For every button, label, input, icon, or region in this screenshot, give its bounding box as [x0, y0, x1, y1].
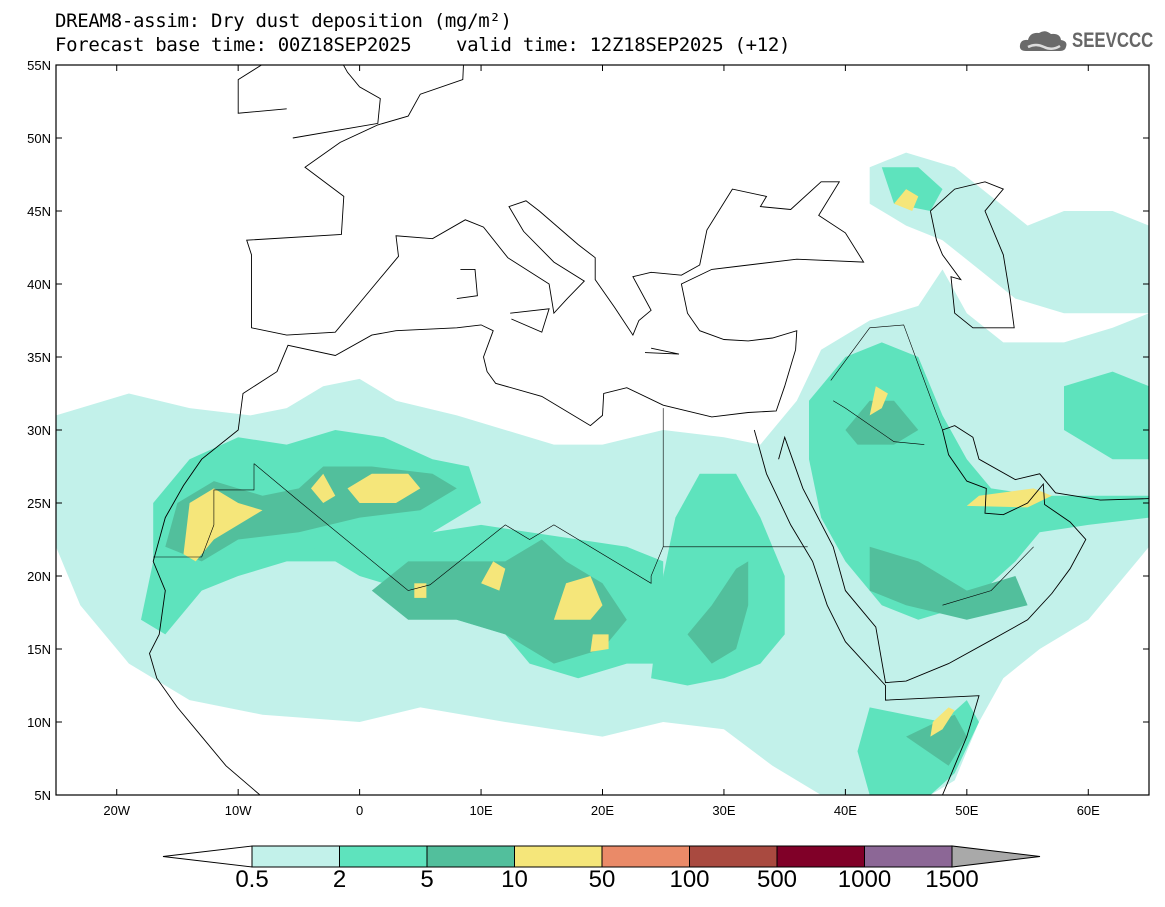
lon-tick-label: 50E: [955, 803, 978, 818]
seevccc-logo: SEEVCCC: [1018, 27, 1165, 55]
lat-tick-label: 40N: [27, 277, 51, 292]
dust-contour-level-10: [966, 488, 1052, 508]
country-border: [253, 463, 808, 591]
chart-subtitle: Forecast base time: 00Z18SEP2025 valid t…: [55, 34, 791, 56]
dust-contour-level-10: [414, 583, 427, 598]
colorbar-label: 10: [501, 866, 528, 893]
coastline: [456, 268, 478, 300]
coastline: [292, 65, 381, 139]
dust-contour-level-10: [347, 473, 421, 503]
coastlines: [149, 65, 1149, 795]
dust-contour-level-10: [869, 386, 888, 416]
logo-text: SEEVCCC: [1072, 29, 1154, 52]
colorbar-swatch: [689, 845, 778, 868]
colorbar-swatch: [426, 845, 515, 868]
lat-tick-label: 35N: [27, 350, 51, 365]
dust-contour-level-5: [845, 400, 919, 445]
colorbar-label: 500: [756, 866, 798, 893]
lat-tick-label: 30N: [27, 423, 51, 438]
dust-contour-level-10: [311, 473, 336, 503]
lon-tick-label: 0: [356, 803, 363, 818]
lat-tick-label: 15N: [27, 642, 51, 657]
axis-ticks: 55N 50N 45N 40N 35N 30N 25N 20N 15N 10N 5N 20W 10W 0 1…: [27, 58, 1149, 818]
chart-title: DREAM8-assim: Dry dust deposition (mg/m²…: [55, 10, 512, 32]
colorbar-label: 5: [420, 866, 434, 893]
lon-tick-label: 20E: [591, 803, 614, 818]
lat-tick-label: 45N: [27, 204, 51, 219]
country-border: [942, 546, 1034, 606]
dust-fields: [56, 152, 1149, 795]
dust-contour-level-10: [481, 561, 506, 591]
country-border: [830, 324, 943, 431]
lon-tick-label: 10E: [469, 803, 492, 818]
cloud-icon: [1019, 31, 1067, 51]
dust-contour-level-2: [881, 167, 943, 211]
coastline: [237, 65, 287, 114]
colorbar-label: 100: [669, 866, 710, 893]
dust-contour-level-10: [553, 576, 603, 620]
colorbar-swatch: [776, 845, 865, 868]
coastline: [644, 347, 680, 355]
dust-contour-level-2: [651, 473, 785, 686]
colorbar-label: 1500: [925, 866, 979, 893]
colorbar-label: 0.5: [235, 866, 269, 893]
coastline: [149, 65, 865, 795]
lat-tick-label: 50N: [27, 131, 51, 146]
dust-contour-level-10: [930, 707, 955, 737]
coastline: [510, 308, 550, 333]
colorbar-under-arrow: [162, 845, 253, 868]
lon-tick-label: 30E: [712, 803, 735, 818]
colorbar-swatch: [339, 845, 428, 868]
colorbar-over-arrow: [951, 845, 1041, 868]
dust-contour-level-10: [590, 634, 609, 652]
country-border: [153, 463, 255, 558]
dust-contour-level-5: [906, 714, 967, 766]
coastline: [778, 425, 1149, 684]
lon-tick-label: 10W: [225, 803, 252, 818]
colorbar-label: 50: [588, 866, 616, 893]
colorbar-label: 2: [332, 866, 347, 893]
lon-tick-label: 60E: [1077, 803, 1100, 818]
dust-contour-level-2: [1064, 371, 1149, 460]
colorbar-swatch: [514, 845, 603, 868]
lat-tick-label: 10N: [27, 715, 51, 730]
colorbar-swatch: [601, 845, 690, 868]
dust-contour-level-5: [687, 561, 749, 664]
lat-tick-label: 55N: [27, 58, 51, 73]
colorbar-swatch: [251, 845, 340, 868]
lat-tick-label: 25N: [27, 496, 51, 511]
dust-contour-level-10: [894, 189, 919, 211]
lat-tick-label: 20N: [27, 569, 51, 584]
coastline: [753, 429, 980, 795]
country-border: [833, 400, 925, 445]
coastline: [929, 181, 1015, 329]
dust-contour-level-10: [183, 488, 263, 562]
lon-tick-label: 40E: [834, 803, 857, 818]
colorbar: [162, 845, 1041, 868]
lat-tick-label: 5N: [34, 788, 51, 803]
colorbar-swatch: [864, 845, 953, 868]
dust-contour-level-5: [371, 539, 627, 664]
dust-contour-level-5: [869, 546, 1028, 620]
lon-tick-label: 20W: [103, 803, 130, 818]
colorbar-label: 1000: [837, 866, 892, 893]
